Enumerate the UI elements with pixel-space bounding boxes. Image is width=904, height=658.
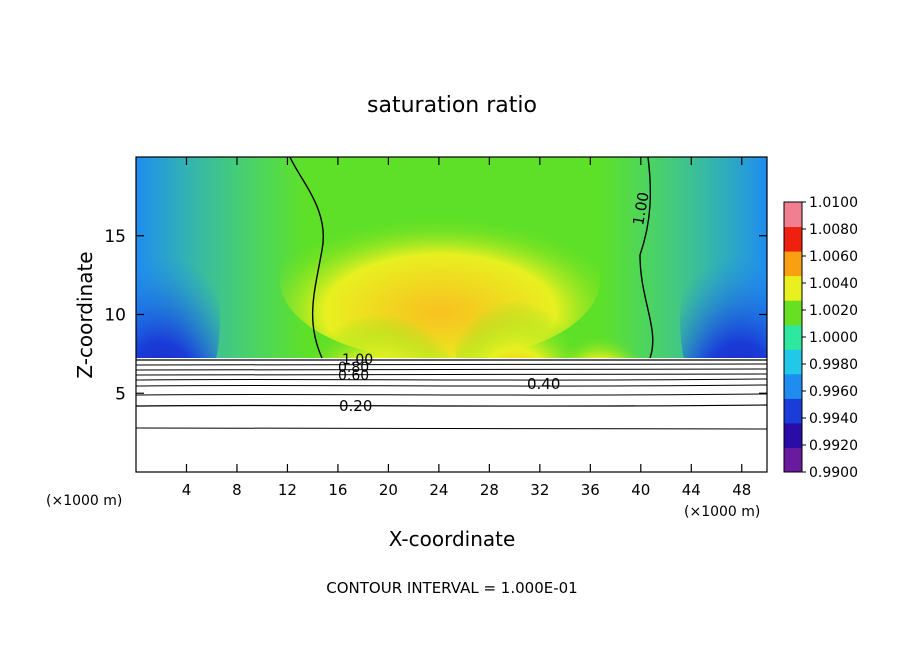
colorbar-swatch [784,202,802,228]
x-axis: 4 8 12 16 20 24 28 32 36 40 44 48 [182,157,751,499]
x-tick-label: 44 [682,481,701,499]
colorbar-swatch [784,324,802,350]
x-axis-unit: (×1000 m) [46,493,122,509]
colorbar-swatch [784,251,802,277]
x-axis-unit-right: (×1000 m) [684,504,760,520]
x-tick-label: 28 [480,481,499,499]
x-axis-label: X-coordinate [389,527,516,551]
sub-cloud-region [136,358,767,472]
colorbar-label: 0.9900 [809,465,858,481]
colorbar-label: 1.0100 [809,195,858,211]
contour-label: 0.80 [338,360,369,376]
colorbar-label: 1.0080 [809,222,858,238]
colorbar-swatch [784,422,802,448]
plot-area [136,157,767,472]
chart-title: saturation ratio [367,93,537,118]
colorbar-swatch [784,447,802,473]
y-axis: 5 10 15 [104,227,767,404]
y-tick-label: 15 [104,227,126,247]
contour-label: 0.40 [527,375,560,393]
contour-line-1-right [639,157,654,359]
contour-label: 0.60 [338,368,369,384]
colorbar-label: 1.0000 [809,330,858,346]
colorbar-label: 0.9940 [809,411,858,427]
colorbar-label: 1.0020 [809,303,858,319]
colorbar-label: 1.0040 [809,276,858,292]
contour-label: 1.00 [629,191,653,227]
colorbar: 1.0100 1.0080 1.0060 1.0040 1.0020 1.0000 0.99… [783,195,858,481]
colorbar-swatch [784,226,802,252]
x-tick-label: 4 [182,481,192,499]
x-tick-label: 24 [429,481,448,499]
y-tick-label: 10 [104,306,126,326]
x-tick-label: 36 [581,481,600,499]
contour-label: 1.00 [342,352,373,368]
x-tick-label: 32 [530,481,549,499]
colorbar-label: 1.0060 [809,249,858,265]
contour-interval-note: CONTOUR INTERVAL = 1.000E-01 [326,579,577,597]
x-tick-label: 8 [232,481,242,499]
y-axis-label: Z-coordinate [73,251,97,378]
colorbar-swatch [784,349,802,375]
colorbar-swatch [784,398,802,424]
x-tick-label: 40 [631,481,650,499]
x-tick-label: 20 [379,481,398,499]
colorbar-swatch [784,275,802,301]
colorbar-label: 0.9920 [809,438,858,454]
colorbar-label: 0.9960 [809,384,858,400]
colorbar-swatch [784,300,802,326]
x-tick-label: 16 [328,481,347,499]
contour-label: 0.20 [339,397,372,415]
x-tick-label: 48 [732,481,751,499]
y-tick-label: 5 [115,384,126,404]
colorbar-label: 0.9980 [809,357,858,373]
contour-line-1-left [289,157,324,359]
colorbar-swatch [784,373,802,399]
x-tick-label: 12 [278,481,297,499]
